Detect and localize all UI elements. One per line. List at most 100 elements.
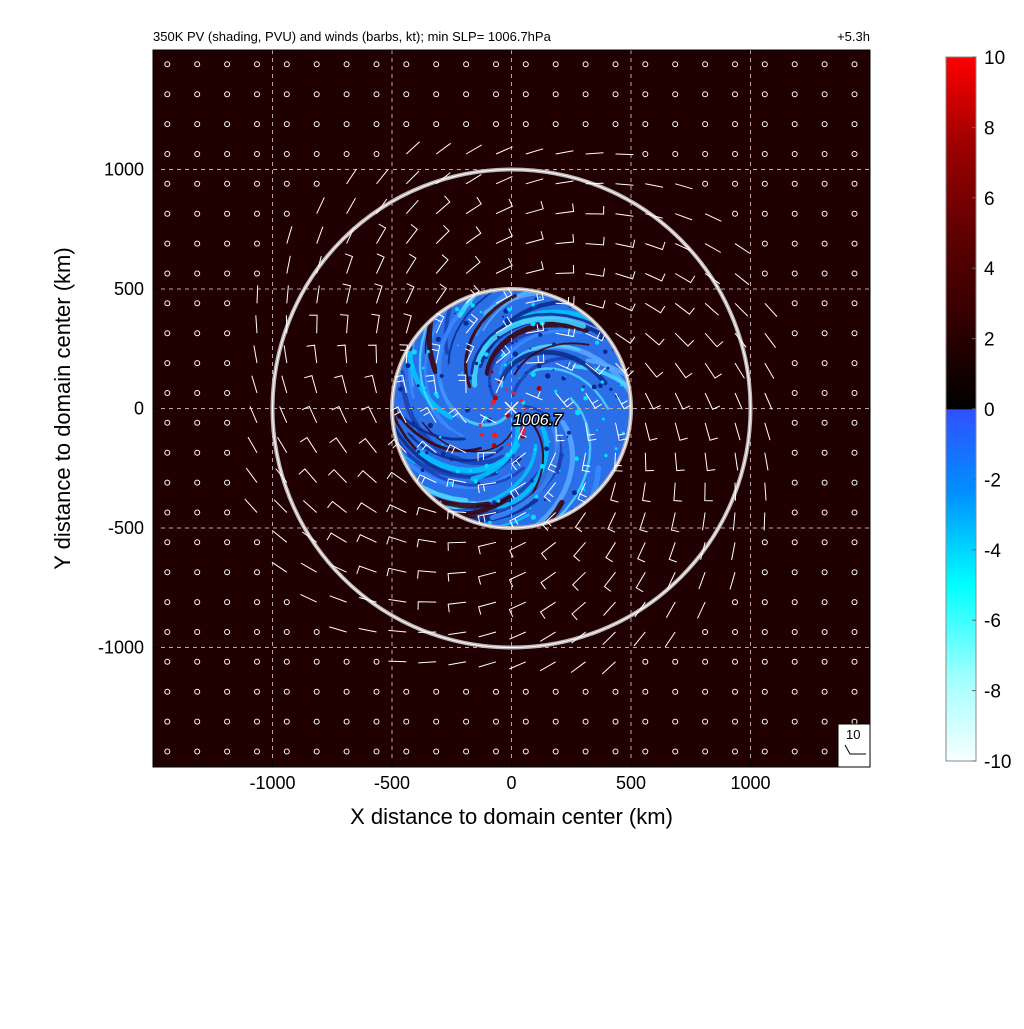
y-tick-label: 500 (114, 279, 144, 299)
pv-speck (479, 361, 482, 364)
x-tick-label: 1000 (730, 773, 770, 793)
pv-speck (498, 381, 500, 383)
pv-speck (534, 495, 538, 499)
pv-speck (506, 389, 509, 392)
pv-speck (469, 469, 472, 472)
pv-speck (479, 424, 482, 427)
pv-speck (440, 374, 444, 378)
wind-barb (388, 661, 406, 662)
pv-speck (442, 444, 444, 446)
pv-speck (607, 367, 610, 370)
pv-speck (461, 372, 463, 374)
pv-speck (469, 301, 472, 304)
pv-speck (492, 443, 497, 448)
min-slp-label: 1006.7 (513, 412, 563, 429)
pv-speck (421, 468, 425, 472)
pv-speck (552, 342, 556, 346)
reference-barb-label: 10 (846, 727, 860, 742)
pv-speck (480, 433, 484, 437)
pv-speck (406, 363, 411, 368)
colorbar-tick-label: -2 (984, 470, 1001, 491)
x-tick-label: 500 (616, 773, 646, 793)
wind-barb (616, 154, 634, 155)
pv-speck (422, 386, 426, 390)
pv-speck (531, 372, 536, 377)
pv-speck (475, 362, 478, 365)
pv-speck (441, 452, 445, 456)
pv-speck (502, 316, 504, 318)
pv-speck (525, 372, 527, 374)
pv-speck (572, 490, 577, 495)
pv-speck (513, 351, 518, 356)
pv-speck (539, 296, 541, 298)
pv-speck (506, 453, 510, 457)
pv-speck (493, 503, 495, 505)
colorbar-tick-label: -10 (984, 752, 1011, 773)
pv-speck (595, 341, 599, 345)
pv-speck (428, 423, 433, 428)
pv-speck (483, 313, 485, 315)
pv-speck (490, 371, 493, 374)
pv-speck (496, 499, 500, 503)
pv-speck (592, 385, 597, 390)
pv-speck (398, 387, 403, 392)
time-label: +5.3h (837, 29, 870, 44)
pv-speck (485, 464, 489, 468)
pv-speck (493, 396, 498, 401)
wind-barb (257, 285, 258, 303)
y-tick-label: -1000 (98, 638, 144, 658)
pv-speck (507, 308, 511, 312)
colorbar-tick-label: 10 (984, 48, 1005, 69)
pv-speck (602, 418, 605, 421)
pv-speck (558, 325, 560, 327)
pv-speck (581, 388, 584, 391)
pv-speck (517, 365, 521, 369)
x-tick-label: -1000 (249, 773, 295, 793)
pv-speck (575, 410, 581, 416)
pv-speck (553, 369, 555, 371)
pv-speck (592, 362, 594, 364)
pv-speck (412, 421, 416, 425)
wind-barb (735, 483, 736, 501)
pv-speck (615, 447, 618, 450)
pv-speck (549, 441, 551, 443)
pv-speck (484, 352, 489, 357)
pv-speck (508, 499, 512, 503)
colorbar-tick-label: -4 (984, 541, 1001, 562)
colorbar-tick-label: -8 (984, 682, 1001, 703)
pv-speck (427, 350, 430, 353)
pv-speck (468, 376, 472, 380)
colorbar-tick-label: 0 (984, 400, 995, 421)
wind-barb (764, 513, 765, 531)
pv-speck (417, 450, 421, 454)
pv-speck (609, 388, 612, 391)
pv-speck (566, 436, 568, 438)
pv-speck (583, 396, 588, 401)
pv-speck (411, 435, 413, 437)
pv-speck (473, 507, 476, 510)
pv-speck (489, 385, 491, 387)
pv-speck (508, 443, 511, 446)
pv-speck (496, 471, 498, 473)
pv-speck (584, 489, 586, 491)
wind-barb (586, 183, 604, 184)
pv-speck (449, 481, 452, 484)
pv-speck (492, 433, 498, 439)
pv-speck (532, 492, 534, 494)
pv-speck (516, 340, 518, 342)
pv-speck (497, 336, 500, 339)
pv-speck (456, 470, 460, 474)
pv-speck (450, 457, 454, 461)
pv-speck (530, 479, 534, 483)
pv-speck (530, 321, 535, 326)
pv-speck (604, 454, 607, 457)
pv-speck (537, 386, 542, 391)
pv-speck (534, 448, 537, 451)
pv-speck (504, 364, 507, 367)
colorbar-tick-label: 4 (984, 259, 995, 280)
pv-speck (480, 311, 483, 314)
pv-speck (537, 364, 541, 368)
pv-speck (544, 499, 546, 501)
